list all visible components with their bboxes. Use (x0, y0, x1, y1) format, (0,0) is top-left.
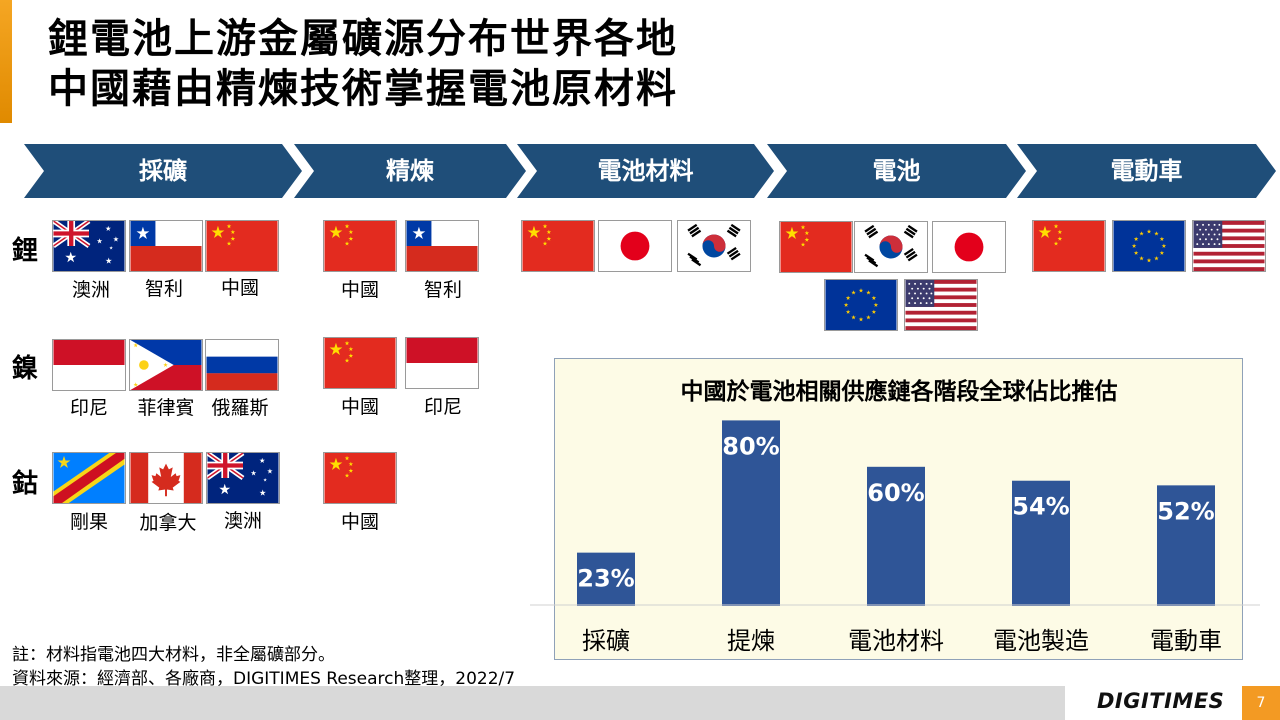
flag-label: 澳洲 (71, 279, 110, 301)
china-flag-icon (323, 452, 397, 504)
bar-0 (577, 552, 635, 606)
title-accent-bar (0, 0, 12, 123)
category-label: 電動車 (1150, 627, 1222, 655)
china-flag-icon (1032, 220, 1106, 272)
chile-flag-icon (405, 220, 479, 272)
chart-canvas: 中國於電池相關供應鏈各階段全球佔比推估 23% 採礦 80% 提煉 60% 電池材料 54%… (577, 378, 1222, 655)
bar-4 (1157, 485, 1215, 606)
japan-flag-icon (932, 221, 1006, 273)
stage-label-refining: 精煉 (386, 157, 434, 185)
korea-flag-icon (854, 221, 928, 273)
metal-label-cobalt: 鈷 (12, 469, 39, 499)
flag-label: 印尼 (69, 397, 108, 419)
japan-flag-icon (598, 220, 672, 272)
flag-label: 中國 (340, 396, 379, 418)
congo-flag-icon (52, 452, 126, 504)
supply-chain-chevrons: 採礦 精煉 電池材料 電池 電動車 (0, 144, 1280, 198)
australia-flag-icon (206, 452, 280, 504)
flag-label: 菲律賓 (137, 397, 195, 419)
bar-value-label: 60% (867, 479, 924, 507)
bar-value-label: 23% (577, 565, 634, 593)
category-label: 採礦 (582, 627, 630, 655)
flag-label: 加拿大 (139, 512, 197, 534)
australia-flag-icon (52, 220, 126, 272)
russia-flag-icon (205, 339, 279, 391)
bar-value-label: 54% (1012, 493, 1069, 521)
china-flag-icon (323, 337, 397, 389)
chart-baseline (530, 604, 1260, 606)
bar-2 (867, 466, 925, 606)
usa-flag-icon (1192, 220, 1266, 272)
metal-label-nickel: 鎳 (12, 354, 39, 384)
chile-flag-icon (129, 220, 203, 272)
bar-value-label: 52% (1157, 497, 1214, 525)
flag-label: 智利 (423, 279, 462, 301)
flag-label: 剛果 (69, 511, 108, 533)
eu-flag-icon (824, 279, 898, 331)
canada-flag-icon (129, 452, 203, 504)
flag-label: 俄羅斯 (211, 397, 269, 419)
chevron-shapes (24, 144, 1276, 198)
stage-label-ev: 電動車 (1110, 157, 1183, 185)
chevron-mining (24, 144, 302, 198)
stage-label-battery-materials: 電池材料 (597, 157, 694, 185)
stage-label-mining: 採礦 (139, 157, 187, 185)
flag-label: 中國 (340, 511, 379, 533)
flag-label: 中國 (220, 277, 259, 299)
page-number: 7 (1242, 686, 1280, 720)
chevron-refining (294, 144, 526, 198)
bar-3 (1012, 480, 1070, 606)
slide-title-line2: 中國藉由精煉技術掌握電池原材料 (48, 66, 678, 112)
stage-label-battery: 電池 (872, 157, 921, 185)
flag-label: 印尼 (423, 396, 462, 418)
footer-band (0, 686, 1065, 720)
china-flag-icon (205, 220, 279, 272)
korea-flag-icon (677, 220, 751, 272)
chart-title: 中國於電池相關供應鏈各階段全球佔比推估 (681, 378, 1118, 405)
indonesia-flag-icon (52, 339, 126, 391)
china-flag-icon (779, 221, 853, 273)
eu-flag-icon (1112, 220, 1186, 272)
flag-label: 中國 (340, 279, 379, 301)
bar-value-label: 80% (722, 432, 779, 460)
usa-flag-icon (904, 279, 978, 331)
slide-title-line1: 鋰電池上游金屬礦源分布世界各地 (48, 16, 678, 62)
flag-label: 澳洲 (223, 510, 262, 532)
digitimes-logo: DIGITIMES (1097, 689, 1225, 713)
flag-label: 智利 (144, 278, 183, 300)
metal-label-lithium: 鋰 (12, 236, 39, 266)
category-label: 電池製造 (993, 627, 1089, 655)
philippines-flag-icon (129, 339, 203, 391)
china-flag-icon (323, 220, 397, 272)
source-note: 資料來源：經濟部、各廠商，DIGITIMES Research整理，2022/7 (12, 669, 516, 689)
chevron-battery-materials (517, 144, 774, 198)
china-flag-icon (521, 220, 595, 272)
footnote: 註：材料指電池四大材料，非全屬礦部分。 (12, 645, 335, 665)
chevron-battery (767, 144, 1026, 198)
china-share-chart: 中國於電池相關供應鏈各階段全球佔比推估 23% 採礦 80% 提煉 60% 電池材料 54%… (554, 358, 1243, 660)
bar-1 (722, 420, 780, 606)
chevron-ev (1017, 144, 1276, 198)
indonesia-flag-icon (405, 337, 479, 389)
slide-title: 鋰電池上游金屬礦源分布世界各地 中國藉由精煉技術掌握電池原材料 (48, 14, 678, 114)
category-label: 電池材料 (848, 627, 944, 655)
category-label: 提煉 (727, 627, 775, 655)
